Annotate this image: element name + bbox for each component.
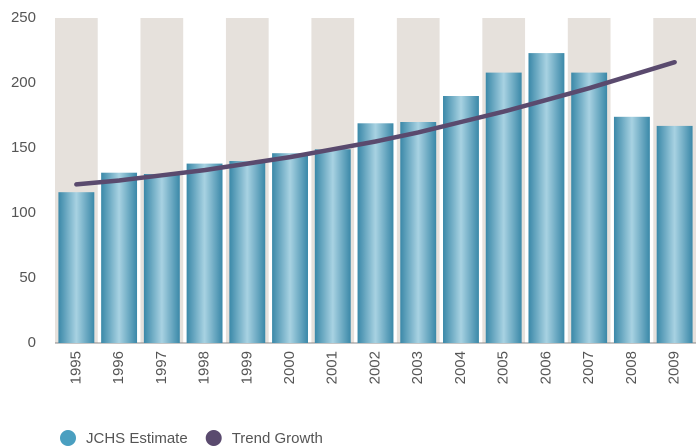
x-tick-label: 1998 bbox=[196, 351, 213, 384]
bar bbox=[400, 122, 437, 343]
x-tick-label: 2007 bbox=[580, 351, 597, 384]
x-tick-label: 2000 bbox=[281, 351, 298, 384]
bar bbox=[357, 123, 394, 343]
legend-label: Trend Growth bbox=[232, 430, 323, 447]
bar bbox=[58, 192, 95, 343]
trend-line bbox=[74, 59, 677, 187]
bar bbox=[101, 172, 138, 343]
legend-label: JCHS Estimate bbox=[86, 430, 188, 447]
x-tick-label: 1995 bbox=[67, 351, 84, 384]
x-tick-label: 2006 bbox=[537, 351, 554, 384]
bar bbox=[186, 163, 223, 343]
y-tick-label: 50 bbox=[19, 269, 36, 286]
x-tick-label: 1996 bbox=[110, 351, 127, 384]
bar bbox=[571, 72, 608, 343]
y-tick-label: 200 bbox=[11, 74, 36, 91]
x-tick-label: 2002 bbox=[366, 351, 383, 384]
bar bbox=[485, 72, 522, 343]
x-tick-label: 2003 bbox=[409, 351, 426, 384]
x-tick-label: 2004 bbox=[452, 351, 469, 384]
y-tick-label: 100 bbox=[11, 204, 36, 221]
x-tick-label: 1999 bbox=[238, 351, 255, 384]
x-tick-label: 2009 bbox=[666, 351, 683, 384]
x-tick-label: 2005 bbox=[495, 351, 512, 384]
y-tick-label: 250 bbox=[11, 9, 36, 26]
y-tick-label: 150 bbox=[11, 139, 36, 156]
bar bbox=[613, 116, 650, 343]
x-tick-label: 2001 bbox=[324, 351, 341, 384]
bar bbox=[143, 174, 180, 343]
bar bbox=[656, 125, 693, 344]
legend-swatch bbox=[205, 430, 222, 446]
bar bbox=[272, 153, 308, 343]
legend-swatch bbox=[60, 430, 76, 446]
y-tick-label: 0 bbox=[28, 334, 36, 351]
x-tick-label: 2008 bbox=[623, 351, 640, 384]
bar bbox=[229, 161, 266, 343]
bar bbox=[314, 149, 351, 343]
x-tick-label: 1997 bbox=[153, 351, 170, 384]
bar bbox=[443, 96, 479, 343]
